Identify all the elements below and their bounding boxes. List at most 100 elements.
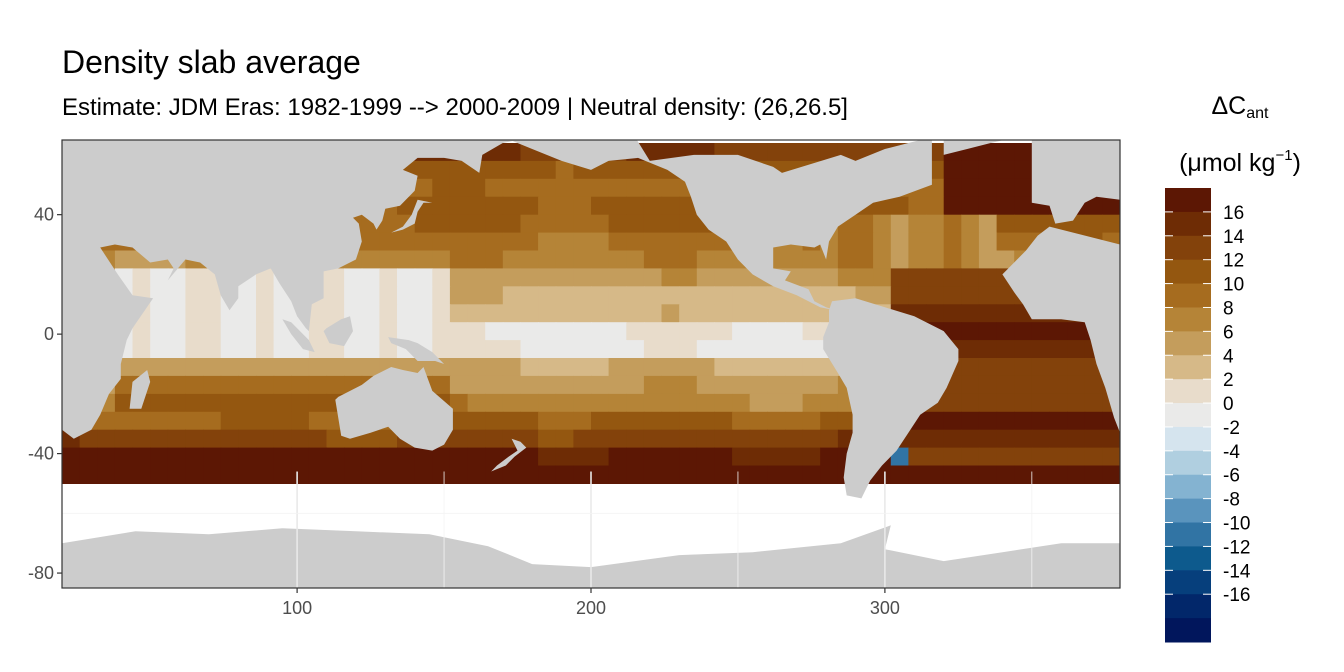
ocean-cell: [1067, 375, 1086, 395]
ocean-cell: [978, 429, 998, 449]
ocean-cell: [1084, 214, 1103, 234]
ocean-cell: [150, 411, 169, 431]
ocean-cell: [926, 268, 945, 287]
ocean-cell: [555, 160, 574, 180]
ocean-cell: [432, 178, 451, 198]
ocean-cell: [449, 322, 469, 341]
ocean-cell: [150, 429, 169, 449]
ocean-cell: [538, 429, 557, 449]
ocean-cell: [220, 447, 239, 467]
ocean-cell: [308, 465, 328, 484]
ocean-cell: [749, 429, 768, 449]
ocean-cell: [714, 268, 733, 287]
ocean-cell: [626, 268, 645, 287]
ocean-cell: [978, 411, 998, 431]
legend-break-label: 10: [1223, 275, 1244, 296]
ocean-cell: [1049, 393, 1068, 413]
ocean-cell: [643, 214, 663, 234]
ocean-cell: [432, 286, 451, 305]
ocean-cell: [873, 286, 892, 305]
ocean-cell: [714, 429, 733, 449]
ocean-cell: [1014, 465, 1033, 484]
grid-lines: [62, 471, 1120, 588]
ocean-cell: [573, 447, 592, 467]
legend-break-label: 8: [1223, 298, 1234, 319]
ocean-cell: [150, 465, 169, 484]
ocean-cell: [608, 375, 627, 395]
ocean-cell: [908, 232, 927, 252]
ocean-cell: [256, 286, 275, 305]
ocean-cell: [97, 465, 116, 484]
ocean-cell: [502, 304, 521, 323]
ocean-cell: [679, 465, 698, 484]
ocean-cell: [291, 375, 310, 395]
ocean-cell: [414, 160, 433, 180]
ocean-cell: [890, 465, 909, 484]
legend-color-step: [1165, 498, 1211, 524]
ocean-cell: [943, 429, 962, 449]
ocean-cell: [555, 393, 574, 413]
ocean-cell: [802, 447, 821, 467]
ocean-cell: [714, 411, 733, 431]
ocean-cell: [167, 429, 186, 449]
ocean-cell: [308, 411, 328, 431]
ocean-cell: [1031, 429, 1050, 449]
ocean-cell: [379, 286, 398, 305]
ocean-cell: [820, 143, 839, 162]
ocean-cell: [203, 358, 222, 377]
ocean-cell: [714, 304, 733, 323]
ocean-cell: [538, 358, 557, 377]
ocean-cell: [167, 465, 186, 484]
ocean-cell: [1014, 411, 1033, 431]
ocean-cell: [626, 160, 645, 180]
ocean-cell: [820, 465, 839, 484]
ocean-cell: [538, 304, 557, 323]
ocean-cell: [220, 358, 239, 377]
ocean-cell: [608, 322, 627, 341]
ocean-cell: [238, 358, 257, 377]
legend-color-step: [1165, 426, 1211, 452]
ocean-cell: [626, 286, 645, 305]
ocean-cell: [820, 393, 839, 413]
ocean-cell: [732, 340, 751, 359]
ocean-cell: [643, 465, 663, 484]
ocean-cell: [679, 375, 698, 395]
ocean-cell: [414, 286, 433, 305]
ocean-cell: [502, 178, 521, 198]
ocean-cell: [626, 375, 645, 395]
ocean-cell: [820, 375, 839, 395]
ocean-cell: [538, 214, 557, 234]
ocean-cell: [220, 322, 239, 341]
ocean-cell: [520, 160, 539, 180]
ocean-cell: [449, 411, 469, 431]
ocean-cell: [361, 429, 380, 449]
ocean-cell: [203, 322, 222, 341]
ocean-cell: [943, 322, 962, 341]
ocean-cell: [978, 160, 998, 180]
ocean-cell: [238, 322, 257, 341]
ocean-cell: [749, 375, 768, 395]
ocean-cell: [1102, 429, 1120, 449]
ocean-cell: [379, 304, 398, 323]
ocean-cell: [485, 322, 504, 341]
ocean-cell: [449, 268, 469, 287]
continent-north-america: [510, 140, 932, 311]
legend-color-step: [1165, 450, 1211, 476]
ocean-cell: [555, 286, 574, 305]
ocean-cell: [890, 250, 909, 269]
ocean-cell: [114, 465, 134, 484]
ocean-cell: [961, 196, 980, 216]
ocean-cell: [961, 268, 980, 287]
legend-units-close: ): [1292, 149, 1301, 177]
ocean-cell: [397, 250, 416, 269]
ocean-cell: [802, 143, 821, 162]
ocean-cell: [167, 375, 186, 395]
legend-break-label: 4: [1223, 346, 1234, 367]
ocean-cell: [978, 143, 998, 162]
ocean-cell: [908, 447, 927, 467]
ocean-cell: [961, 322, 980, 341]
ocean-cell: [449, 250, 469, 269]
ocean-cell: [643, 322, 663, 341]
ocean-cell: [573, 358, 592, 377]
ocean-cell: [555, 375, 574, 395]
